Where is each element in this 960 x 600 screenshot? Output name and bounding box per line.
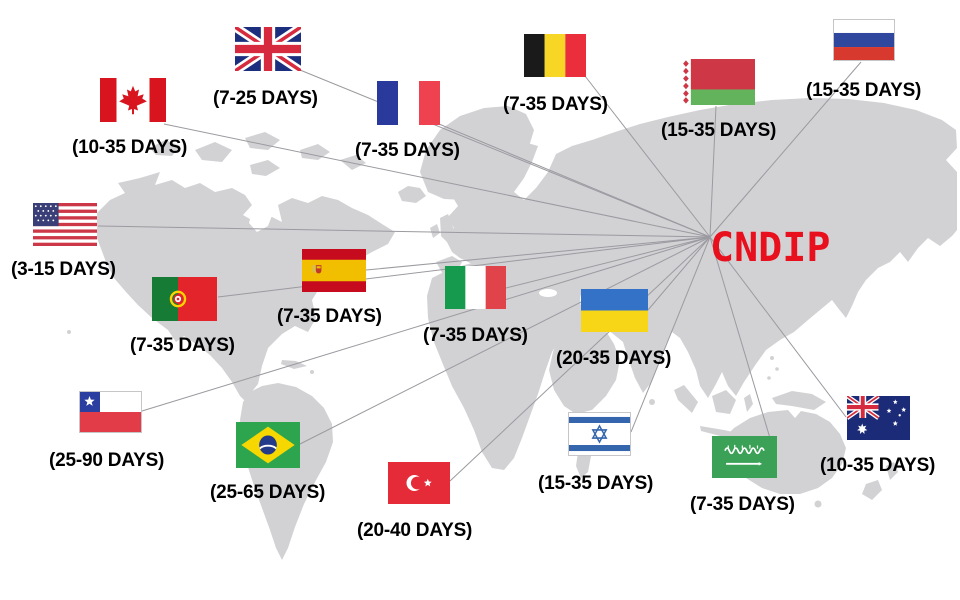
saudi-arabia-flag-icon [712, 436, 777, 478]
australia-shipping-days-label: (10-35 DAYS) [820, 455, 936, 476]
ukraine-flag-icon [581, 289, 648, 332]
france-shipping-days-label: (7-35 DAYS) [355, 140, 460, 161]
uk-flag-icon [235, 27, 301, 71]
belarus-shipping-days-label: (15-35 DAYS) [661, 120, 777, 141]
italy-shipping-days-label: (7-35 DAYS) [423, 325, 528, 346]
chile-shipping-days-label: (25-90 DAYS) [49, 450, 165, 471]
indonesia [674, 385, 753, 437]
island-dot [67, 330, 71, 334]
portugal-flag-icon [152, 277, 217, 321]
turkey-shipping-days-label: (20-40 DAYS) [357, 520, 473, 541]
shipping-line-canada [163, 123, 711, 238]
shipping-line-saudi-arabia [709, 236, 776, 456]
belgium-shipping-days-label: (7-35 DAYS) [503, 94, 608, 115]
shipping-line-uk [299, 69, 711, 238]
russia-shipping-days-label: (15-35 DAYS) [806, 80, 922, 101]
canada-flag-icon [100, 78, 166, 122]
israel-shipping-days-label: (15-35 DAYS) [538, 473, 654, 494]
japan [822, 252, 852, 302]
island-dot [767, 376, 771, 380]
ukraine-shipping-days-label: (20-35 DAYS) [556, 348, 672, 369]
iceland [398, 186, 426, 203]
spain-shipping-days-label: (7-35 DAYS) [277, 306, 382, 327]
brazil-shipping-days-label: (25-65 DAYS) [210, 482, 326, 503]
shipping-line-belgium [584, 75, 711, 238]
island-dot [770, 356, 774, 360]
uk-shipping-days-label: (7-25 DAYS) [213, 88, 318, 109]
shipping-line-chile [141, 236, 711, 412]
shipping-line-italy [505, 236, 711, 289]
italy-flag-icon [445, 266, 506, 309]
shipping-line-france [438, 123, 711, 238]
shipping-line-ukraine [647, 236, 711, 311]
shipping-line-turkey [449, 236, 711, 482]
continent-south-america [240, 383, 333, 560]
belgium-flag-icon [524, 34, 586, 77]
new-zealand [862, 462, 898, 500]
australia-flag-icon [847, 396, 910, 440]
turkey-flag-icon [388, 462, 450, 504]
usa-flag-icon [33, 203, 97, 246]
island-dot [310, 370, 314, 374]
sri-lanka [649, 399, 655, 405]
tasmania [814, 500, 822, 508]
portugal-shipping-days-label: (7-35 DAYS) [130, 335, 235, 356]
france-flag-icon [377, 81, 440, 125]
shipping-line-australia [709, 236, 847, 418]
shipping-line-belarus [709, 105, 717, 238]
shipping-line-spain [365, 236, 711, 271]
canada-shipping-days-label: (10-35 DAYS) [72, 137, 188, 158]
usa-shipping-days-label: (3-15 DAYS) [11, 259, 116, 280]
israel-flag-icon [568, 412, 631, 456]
chile-flag-icon [79, 391, 142, 433]
new-guinea [772, 391, 826, 410]
continent-eurasia [446, 98, 957, 414]
russia-flag-icon [833, 19, 895, 61]
island-dot [775, 367, 779, 371]
continent-africa [427, 261, 576, 470]
saudi-arabia-shipping-days-label: (7-35 DAYS) [690, 494, 795, 515]
belarus-flag-icon [681, 59, 755, 105]
shipping-line-usa [97, 225, 711, 238]
spain-flag-icon [302, 249, 366, 292]
shipping-line-israel [630, 236, 711, 433]
hudson-bay [249, 205, 273, 232]
shipping-line-brazil [299, 236, 711, 445]
shipping-lines [97, 61, 862, 482]
brazil-flag-icon [236, 422, 300, 468]
shipping-line-russia [709, 61, 862, 238]
arctic-islands [150, 132, 366, 176]
origin-brand-label: CNDIP [710, 225, 831, 271]
black-sea [539, 289, 557, 297]
